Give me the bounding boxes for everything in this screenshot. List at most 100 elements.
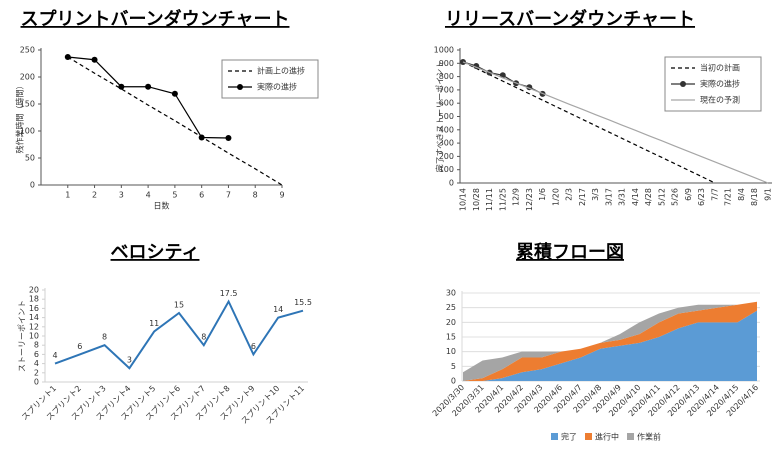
y-axis-label: 完了すべきストーリーポイント [435, 61, 445, 172]
legend-label: 作業前 [637, 432, 661, 442]
x-tick-label: 7/21 [724, 188, 733, 206]
area-series [463, 301, 757, 381]
legend-label: 当初の計画 [700, 63, 740, 73]
data-point [198, 134, 205, 141]
y-tick-label: 15 [446, 333, 456, 342]
y-tick-label: 100 [20, 127, 35, 136]
y-tick-label: 900 [439, 59, 454, 68]
data-point [225, 135, 232, 142]
y-tick-label: 1000 [434, 46, 454, 55]
x-tick-label: 5/12 [657, 188, 666, 206]
y-tick-label: 800 [439, 72, 454, 81]
y-tick-label: 600 [439, 99, 454, 108]
x-tick-label: 6/23 [697, 188, 706, 206]
y-tick-label: 0 [449, 179, 454, 188]
data-label: 8 [102, 333, 107, 342]
y-tick-label: 25 [446, 303, 456, 312]
x-tick-label: 1 [65, 191, 70, 200]
x-tick-label: 8/4 [737, 188, 746, 201]
y-axis-label: 残作業時間（時間） [15, 82, 25, 154]
x-tick-label: 3/3 [591, 188, 600, 201]
x-tick-label: 6 [199, 191, 204, 200]
y-tick-label: 0 [451, 377, 456, 386]
data-label: 6 [77, 342, 82, 351]
series-line [462, 61, 716, 184]
data-point [118, 83, 125, 90]
chart-title: 累積フロー図 [516, 241, 624, 263]
x-tick-label: 1/20 [551, 188, 560, 206]
y-tick-label: 500 [439, 112, 454, 121]
data-label: 11 [149, 319, 159, 328]
data-label: 4 [52, 351, 57, 360]
legend-label: 現在の予測 [700, 95, 740, 105]
y-tick-label: 30 [446, 289, 456, 298]
x-tick-label: 2/17 [578, 188, 587, 206]
y-axis-label: ストーリーポイント [18, 300, 27, 372]
y-tick-label: 250 [20, 46, 35, 55]
legend-swatch [551, 433, 558, 440]
y-tick-label: 2 [34, 368, 39, 377]
y-tick-label: 6 [34, 350, 39, 359]
legend-swatch [585, 433, 592, 440]
y-tick-label: 18 [29, 295, 39, 304]
y-tick-label: 12 [29, 322, 39, 331]
data-point [171, 90, 178, 97]
y-tick-label: 0 [30, 181, 35, 190]
x-axis-label: 日数 [154, 201, 170, 211]
y-tick-label: 8 [34, 341, 39, 350]
y-tick-label: 10 [446, 347, 456, 356]
y-tick-label: 4 [34, 359, 39, 368]
legend-label: 計画上の進捗 [257, 66, 305, 76]
x-tick-label: 4/14 [631, 188, 640, 206]
legend-swatch [627, 433, 634, 440]
y-tick-label: 50 [25, 154, 35, 163]
y-tick-label: 0 [34, 378, 39, 387]
y-tick-label: 5 [451, 362, 456, 371]
y-tick-label: 300 [439, 139, 454, 148]
data-point [64, 54, 71, 61]
x-tick-label: 8 [253, 191, 258, 200]
data-label: 3 [127, 356, 132, 365]
legend-marker [237, 84, 243, 90]
x-tick-label: 1/6 [538, 188, 547, 201]
data-label: 15.5 [294, 298, 312, 307]
legend-marker [680, 81, 686, 87]
data-point [91, 56, 98, 63]
y-tick-label: 10 [29, 332, 39, 341]
data-label: 6 [251, 342, 256, 351]
data-label: 15 [174, 301, 184, 310]
x-tick-label: 9 [279, 191, 284, 200]
x-tick-label: 3 [119, 191, 124, 200]
x-tick-label: 12/23 [525, 188, 534, 211]
x-tick-label: 5 [172, 191, 177, 200]
y-tick-label: 150 [20, 100, 35, 109]
chart-title: ベロシティ [111, 242, 200, 263]
series-line [462, 61, 769, 184]
y-tick-label: 20 [446, 318, 456, 327]
chart-title: スプリントバーンダウンチャート [21, 8, 290, 30]
legend-label: 進行中 [595, 432, 619, 442]
x-tick-label: 11/25 [498, 188, 507, 211]
x-tick-label: 3/17 [604, 188, 613, 206]
x-tick-label: 10/14 [459, 188, 468, 211]
area-series [463, 310, 757, 381]
y-tick-label: 14 [29, 313, 39, 322]
y-tick-label: 400 [439, 125, 454, 134]
x-tick-label: 5/26 [671, 188, 680, 206]
y-tick-label: 16 [29, 304, 39, 313]
legend-box [221, 59, 319, 99]
x-tick-label: 4/28 [644, 188, 653, 206]
y-tick-label: 20 [29, 286, 39, 295]
y-tick-label: 100 [439, 165, 454, 174]
x-tick-label: 7/7 [710, 188, 719, 201]
x-tick-label: 4 [146, 191, 151, 200]
series-line [67, 56, 229, 139]
legend-label: 実際の進捗 [700, 79, 740, 89]
legend-label: 実際の進捗 [257, 82, 297, 92]
x-tick-label: 6/9 [684, 188, 693, 201]
data-label: 14 [273, 305, 283, 314]
x-tick-label: 9/1 [764, 188, 773, 201]
legend-label: 完了 [561, 432, 577, 442]
x-tick-label: 2/3 [565, 188, 574, 201]
